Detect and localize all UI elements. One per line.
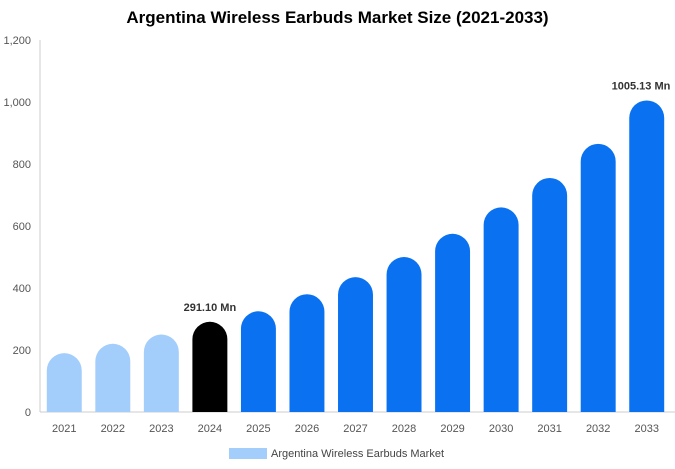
x-tick-label: 2033 xyxy=(634,423,658,435)
x-tick-labels: 2021 2022 2023 2024 2025 2026 2027 2028 2029 2030… xyxy=(52,423,659,435)
x-tick-label: 2026 xyxy=(295,423,319,435)
legend-swatch xyxy=(229,448,267,459)
bar-2023 xyxy=(143,334,179,412)
bar-2021 xyxy=(46,353,82,412)
y-tick-label: 200 xyxy=(13,345,31,357)
bar-2024 xyxy=(192,321,228,412)
data-label: 291.10 Mn xyxy=(184,302,237,314)
x-tick-label: 2029 xyxy=(440,423,464,435)
x-tick-label: 2023 xyxy=(149,423,173,435)
data-labels: 291.10 Mn 1005.13 Mn xyxy=(184,80,671,313)
bar-2025 xyxy=(240,311,276,412)
y-tick-label: 800 xyxy=(13,159,31,171)
bar-2028 xyxy=(386,257,422,412)
bar-2032 xyxy=(580,143,616,412)
bar-2026 xyxy=(289,294,325,412)
data-label: 1005.13 Mn xyxy=(612,80,671,92)
x-tick-label: 2021 xyxy=(52,423,76,435)
bar-2031 xyxy=(532,177,568,412)
y-tick-label: 1,200 xyxy=(3,35,31,47)
bar-2033 xyxy=(629,100,665,413)
x-tick-label: 2031 xyxy=(537,423,561,435)
legend-label: Argentina Wireless Earbuds Market xyxy=(271,448,444,460)
legend: Argentina Wireless Earbuds Market xyxy=(229,448,444,460)
y-tick-label: 1,000 xyxy=(3,97,31,109)
x-tick-label: 2027 xyxy=(343,423,367,435)
y-tick-label: 400 xyxy=(13,283,31,295)
y-tick-labels: 0 200 400 600 800 1,000 1,200 xyxy=(3,35,31,419)
x-tick-label: 2024 xyxy=(198,423,222,435)
x-tick-label: 2032 xyxy=(586,423,610,435)
chart-title: Argentina Wireless Earbuds Market Size (… xyxy=(126,8,549,27)
x-tick-label: 2022 xyxy=(101,423,125,435)
bar-2027 xyxy=(338,277,373,412)
y-tick-label: 600 xyxy=(13,221,31,233)
x-tick-label: 2025 xyxy=(246,423,270,435)
bars xyxy=(46,100,665,413)
bar-2030 xyxy=(483,207,519,412)
y-tick-label: 0 xyxy=(25,407,31,419)
x-tick-label: 2030 xyxy=(489,423,513,435)
bar-2029 xyxy=(435,233,471,412)
x-tick-label: 2028 xyxy=(392,423,416,435)
bar-2022 xyxy=(95,343,131,412)
